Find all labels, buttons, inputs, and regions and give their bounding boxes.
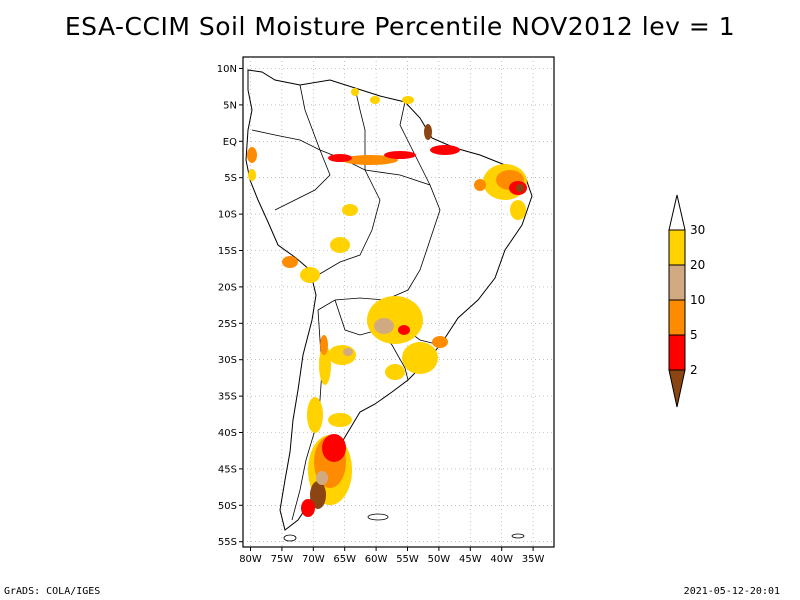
lat-label: 45S (218, 464, 237, 475)
lat-label: 10S (218, 210, 237, 221)
lon-label: 35W (522, 554, 545, 565)
lat-label: 20S (218, 282, 237, 293)
soil-moisture-shading (247, 88, 527, 517)
lon-label: 65W (333, 554, 356, 565)
colorbar-top-arrow (668, 194, 686, 231)
lon-label: 40W (490, 554, 513, 565)
map-frame (242, 56, 555, 548)
lon-label: 60W (365, 554, 388, 565)
footer-timestamp: 2021-05-12-20:01 (683, 586, 780, 597)
footer-credit: GrADS: COLA/IGES (4, 586, 101, 597)
lon-label: 55W (396, 554, 419, 565)
lon-label: 75W (271, 554, 294, 565)
colorbar-label: 10 (690, 293, 705, 307)
colorbar-label: 5 (690, 328, 698, 342)
colorbar-box-2-5 (668, 334, 686, 371)
lat-label: EQ (223, 137, 237, 148)
lon-label: 80W (239, 554, 262, 565)
colorbar-label: 20 (690, 258, 705, 272)
map-title: ESA-CCIM Soil Moisture Percentile NOV201… (64, 12, 736, 41)
lat-label: 35S (218, 392, 237, 403)
colorbar-box-20-30 (668, 229, 686, 266)
lat-label: 40S (218, 428, 237, 439)
islands (283, 513, 525, 542)
colorbar (668, 194, 686, 408)
lat-label: 30S (218, 355, 237, 366)
lat-label: 55S (218, 537, 237, 548)
latitude-labels: 10N 5N EQ 5S 10S 15S 20S 25S 30S 35S 40S 45S 50S 55S (217, 64, 237, 548)
lat-label: 10N (217, 64, 237, 75)
colorbar-labels: 30 20 10 5 2 (690, 223, 705, 377)
longitude-labels: 80W 75W 70W 65W 60W 55W 50W 45W 40W 35W (239, 554, 544, 565)
colorbar-box-5-10 (668, 299, 686, 336)
lat-label: 15S (218, 246, 237, 257)
lat-label: 25S (218, 319, 237, 330)
colorbar-bottom-arrow (668, 369, 686, 408)
colorbar-box-10-20 (668, 264, 686, 301)
colorbar-label: 2 (690, 363, 698, 377)
lon-label: 50W (428, 554, 451, 565)
lon-label: 45W (459, 554, 482, 565)
lat-label: 50S (218, 501, 237, 512)
lat-label: 5S (224, 173, 237, 184)
lon-label: 70W (302, 554, 325, 565)
colorbar-label: 30 (690, 223, 705, 237)
lat-label: 5N (223, 100, 237, 111)
